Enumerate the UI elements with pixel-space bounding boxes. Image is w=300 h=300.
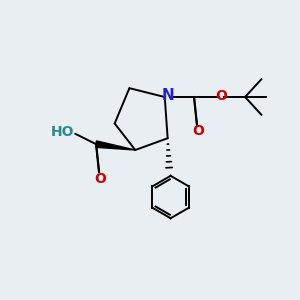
Text: HO: HO [50, 125, 74, 139]
Text: N: N [162, 88, 175, 103]
Text: O: O [94, 172, 106, 186]
Text: O: O [192, 124, 204, 138]
Polygon shape [95, 141, 135, 150]
Text: O: O [215, 88, 227, 103]
